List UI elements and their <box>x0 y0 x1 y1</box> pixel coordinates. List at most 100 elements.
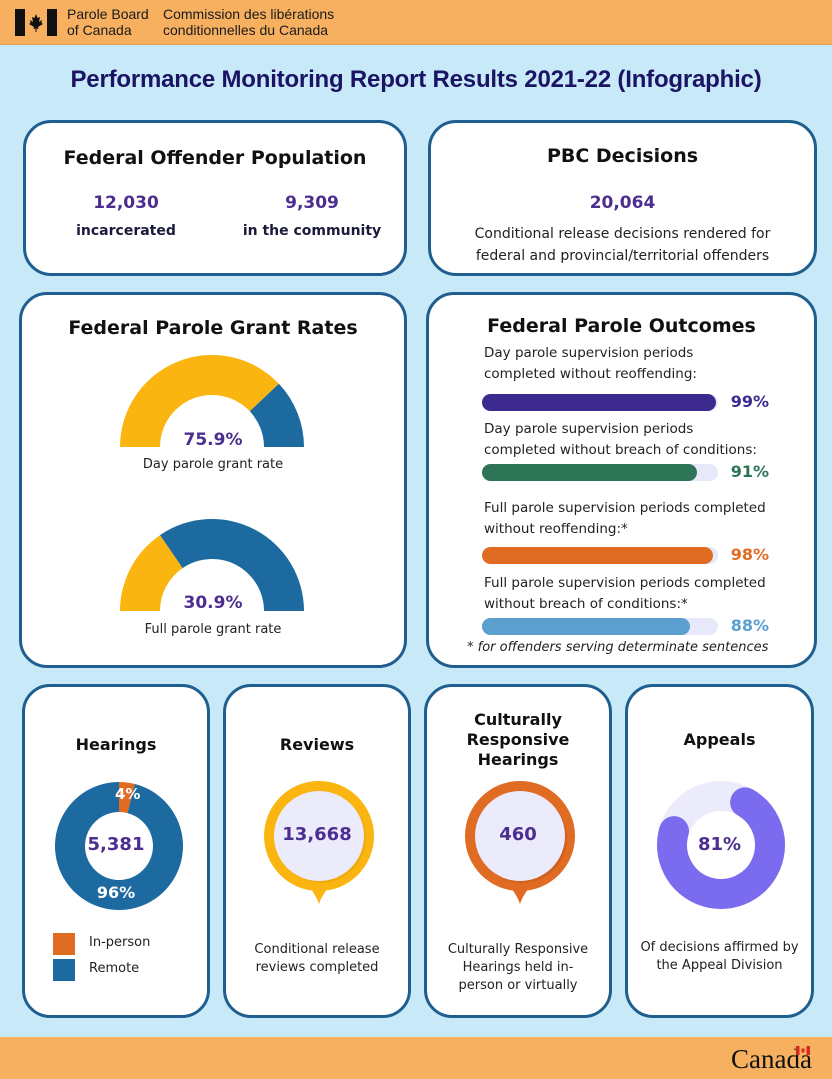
card-title: Hearings <box>75 735 157 754</box>
appeals-description: Of decisions affirmed by the Appeal Divi… <box>628 939 811 975</box>
appeals-donut-chart <box>657 781 785 909</box>
card-title-line: Responsive <box>466 730 570 749</box>
crh-desc-line: Culturally Responsive <box>447 942 589 957</box>
grant-rates-card: Federal Parole Grant Rates 75.9% Day par… <box>19 292 407 668</box>
outcome-bar-track <box>482 394 718 411</box>
appeals-value: 81% <box>697 834 742 855</box>
outcome-percent: 98% <box>730 545 769 564</box>
outcome-label-line: Full parole supervision periods complete… <box>484 575 766 591</box>
org-fr-line2: conditionnelles du Canada <box>163 22 329 38</box>
gauge-remainder-segment <box>249 383 304 447</box>
appeals-card: Appeals 81% Of decisions affirmed by the… <box>625 684 814 1018</box>
card-title: Appeals <box>683 730 756 749</box>
crh-value: 460 <box>499 824 537 845</box>
card-title-line: Hearings <box>477 750 559 769</box>
outcome-label-line: without reoffending:* <box>484 521 628 537</box>
decisions-desc-line2: federal and provincial/territorial offen… <box>475 248 770 264</box>
outcome-label-line: Day parole supervision periods <box>484 421 694 437</box>
outcome-bar-track <box>482 547 718 564</box>
reviews-desc-line: reviews completed <box>255 960 379 975</box>
decisions-description: Conditional release decisions rendered f… <box>431 223 814 267</box>
canada-flag-icon <box>15 9 57 36</box>
reviews-desc-line: Conditional release <box>254 942 380 957</box>
page-title: Performance Monitoring Report Results 20… <box>70 66 762 93</box>
legend-label: Remote <box>89 961 140 976</box>
outcome-bar-track <box>482 618 718 635</box>
outcome-bar-fill <box>482 618 690 635</box>
outcome-label-line: Full parole supervision periods complete… <box>484 500 766 516</box>
gauge-remainder-segment <box>160 519 304 611</box>
reviews-card: Reviews 13,668 Conditional release revie… <box>223 684 411 1018</box>
outcome-bar-fill <box>482 547 714 564</box>
appeals-desc-line: Of decisions affirmed by <box>640 940 799 955</box>
org-en-line1: Parole Board <box>67 6 149 22</box>
card-title: Federal Parole Grant Rates <box>68 317 358 339</box>
outcome-label-line: completed without breach of conditions: <box>484 442 757 458</box>
card-title: PBC Decisions <box>546 145 699 167</box>
outcome-label-line: without breach of conditions:* <box>484 596 688 612</box>
outcome-label: Full parole supervision periods complete… <box>484 498 784 540</box>
gauge-granted-segment <box>120 355 279 447</box>
donut-segment-in-person <box>119 782 135 814</box>
hearings-total: 5,381 <box>87 834 145 855</box>
incarcerated-value: 12,030 <box>93 193 159 213</box>
outcome-label: Full parole supervision periods complete… <box>484 573 784 615</box>
reviews-value: 13,668 <box>282 824 352 845</box>
map-pin-icon <box>264 781 374 905</box>
gauge-granted-segment <box>120 535 183 611</box>
full-parole-rate-caption: Full parole grant rate <box>144 622 282 637</box>
donut-segment-remote <box>54 782 183 910</box>
decisions-value: 20,064 <box>589 193 656 213</box>
reviews-description: Conditional release reviews completed <box>226 941 408 977</box>
map-pin-icon <box>465 781 575 905</box>
outcome-label: Day parole supervision periods completed… <box>484 419 784 461</box>
crh-description: Culturally Responsive Hearings held in- … <box>427 941 609 995</box>
pbc-decisions-card: PBC Decisions 20,064 Conditional release… <box>428 120 817 276</box>
outcome-label-line: Day parole supervision periods <box>484 345 694 361</box>
footer-bar: Canada <box>0 1037 832 1079</box>
day-parole-rate-value: 75.9% <box>183 430 243 450</box>
offender-population-card: Federal Offender Population 12,030 incar… <box>23 120 407 276</box>
outcome-label-line: completed without reoffending: <box>484 366 697 382</box>
legend-label: In-person <box>89 935 151 950</box>
remote-percent-label: 96% <box>96 883 136 902</box>
outcome-percent: 91% <box>730 462 769 481</box>
card-title: Reviews <box>279 735 355 754</box>
header-bar: Parole Board of Canada Commission des li… <box>0 0 832 45</box>
legend-swatch <box>53 933 75 955</box>
community-stat: 9,309 in the community <box>222 193 402 239</box>
card-title-line: Culturally <box>474 710 562 729</box>
outcome-bar-fill <box>482 394 716 411</box>
inperson-percent-label: 4% <box>115 785 141 803</box>
card-title: Federal Parole Outcomes <box>487 315 756 337</box>
card-title: Federal Offender Population <box>63 147 367 169</box>
canada-wordmark-flag-icon <box>796 1046 810 1055</box>
org-en-line2: of Canada <box>67 22 132 38</box>
crh-desc-line: person or virtually <box>458 978 578 993</box>
outcomes-footnote: * for offenders serving determinate sent… <box>467 640 769 655</box>
outcome-label: Day parole supervision periods completed… <box>484 343 784 385</box>
card-title: Culturally Responsive Hearings <box>427 710 609 770</box>
full-parole-rate-value: 30.9% <box>183 593 243 613</box>
legend-swatch <box>53 959 75 981</box>
outcome-bar-track <box>482 464 718 481</box>
outcome-percent: 99% <box>730 392 769 411</box>
community-label: in the community <box>242 223 382 239</box>
decisions-desc-line1: Conditional release decisions rendered f… <box>474 226 771 242</box>
org-fr-line1: Commission des libérations <box>163 6 335 22</box>
community-value: 9,309 <box>285 193 339 213</box>
hearings-card: Hearings 5,381 4% 96% In-person Remote <box>22 684 210 1018</box>
day-parole-gauge <box>120 355 304 447</box>
crh-desc-line: Hearings held in- <box>462 960 574 975</box>
hearings-donut-chart <box>54 782 183 910</box>
incarcerated-stat: 12,030 incarcerated <box>36 193 216 239</box>
outcome-bar-fill <box>482 464 697 481</box>
full-parole-gauge <box>120 519 304 611</box>
appeals-desc-line: the Appeal Division <box>656 958 783 973</box>
parole-outcomes-card: Federal Parole Outcomes Day parole super… <box>426 292 817 668</box>
donut-progress-affirmed <box>657 781 785 909</box>
outcome-percent: 88% <box>730 616 769 635</box>
culturally-responsive-hearings-card: Culturally Responsive Hearings 460 Cultu… <box>424 684 612 1018</box>
org-name-french: Commission des libérations conditionnell… <box>163 6 334 38</box>
org-name-english: Parole Board of Canada <box>67 6 149 38</box>
